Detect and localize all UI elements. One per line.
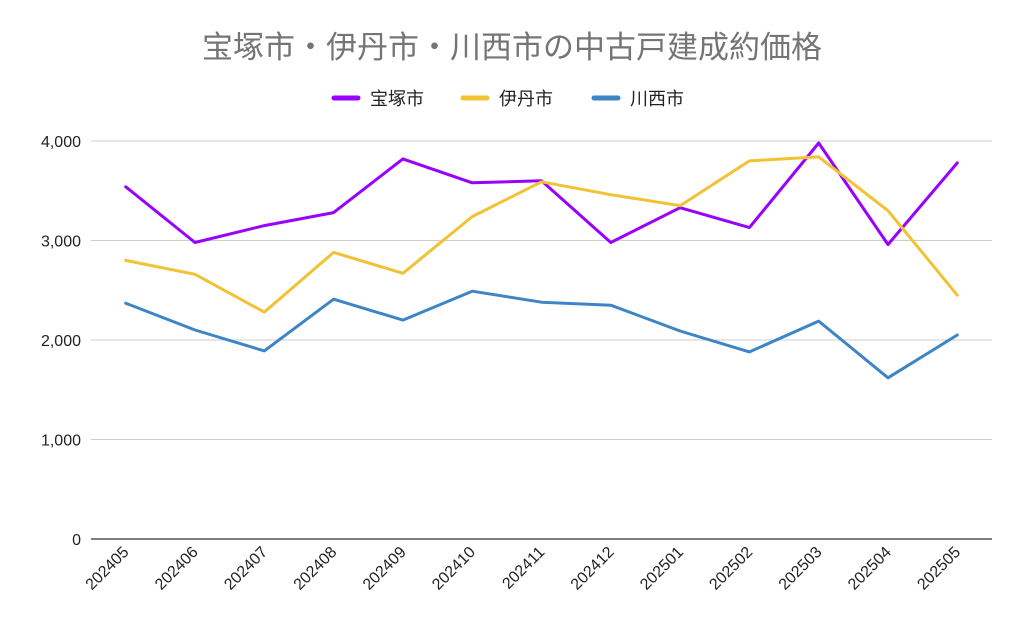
y-tick-label: 1,000 bbox=[41, 433, 81, 450]
x-tick-label: 202412 bbox=[568, 544, 618, 594]
gridlines bbox=[91, 140, 992, 440]
chart-title: 宝塚市・伊丹市・川西市の中古戸建成約価格 bbox=[202, 30, 822, 66]
x-tick-label: 202409 bbox=[360, 544, 410, 594]
x-tick-label: 202411 bbox=[499, 544, 548, 593]
legend-label: 川西市 bbox=[630, 89, 684, 110]
legend-label: 伊丹市 bbox=[499, 89, 553, 110]
x-tick-label: 202501 bbox=[637, 544, 687, 594]
x-tick-label: 202405 bbox=[83, 544, 133, 594]
series-line bbox=[124, 141, 959, 246]
y-tick-label: 3,000 bbox=[41, 234, 81, 251]
series-group bbox=[124, 141, 959, 380]
x-tick-label: 202410 bbox=[429, 544, 479, 594]
y-tick-label: 2,000 bbox=[41, 333, 81, 350]
y-axis: 0 1,000 2,000 3,000 4,000 bbox=[41, 134, 81, 549]
x-tick-label: 202504 bbox=[845, 544, 895, 594]
y-tick-label: 0 bbox=[72, 532, 81, 549]
x-tick-label: 202505 bbox=[914, 544, 964, 594]
series-line bbox=[124, 155, 959, 314]
x-tick-label: 202502 bbox=[706, 544, 756, 594]
y-tick-label: 4,000 bbox=[41, 134, 81, 151]
x-tick-label: 202408 bbox=[291, 544, 341, 594]
x-tick-label: 202407 bbox=[221, 544, 271, 594]
x-tick-label: 202406 bbox=[152, 544, 202, 594]
x-axis: 202405 202406 202407 202408 202409 202410 2024… bbox=[83, 538, 992, 594]
legend: 宝塚市 伊丹市 川西市 bbox=[331, 89, 684, 110]
series-line bbox=[124, 289, 959, 380]
x-tick-label: 202503 bbox=[776, 544, 826, 594]
legend-label: 宝塚市 bbox=[370, 89, 424, 110]
